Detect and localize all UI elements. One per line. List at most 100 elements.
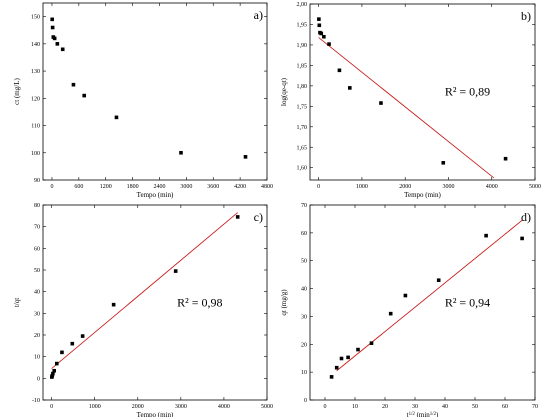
data-point — [436, 278, 441, 283]
x-tick-label: 2000 — [132, 404, 144, 410]
y-tick-label: 60 — [301, 231, 307, 237]
y-tick-label: -10 — [32, 398, 40, 404]
data-point — [403, 293, 408, 298]
y-tick-label: 20 — [34, 333, 40, 339]
data-point — [327, 42, 331, 46]
y-tick-label: 70 — [301, 203, 307, 209]
plot-frame — [42, 204, 268, 401]
x-tick-label: 1000 — [89, 404, 101, 410]
y-tick-label: 1,85 — [297, 63, 308, 69]
y-tick-label: 1,95 — [297, 22, 308, 28]
panel-label: b) — [521, 9, 531, 23]
chart-panel-b: 0 1000 2000 3000 4000 5000 1,60 1,65 1,70 1,75 1,8… — [280, 2, 541, 199]
plot-frame — [309, 3, 536, 181]
x-tick-label: 4000 — [218, 404, 230, 410]
x-tick-label: 30 — [412, 404, 418, 410]
data-point — [348, 86, 352, 90]
y-axis-label: ct (mg/L) — [13, 78, 21, 105]
x-tick-label: 0 — [50, 404, 53, 410]
y-tick-label: 1,75 — [297, 104, 308, 110]
panel-label: a) — [254, 8, 263, 22]
data-point — [52, 368, 56, 373]
x-tick-label: 2400 — [153, 184, 165, 190]
data-point — [235, 215, 240, 219]
y-tick-label: 130 — [31, 69, 40, 75]
r-squared-label: R² = 0,94 — [445, 295, 490, 309]
fit-line — [336, 219, 523, 372]
x-tick-label: 3000 — [442, 184, 454, 190]
y-tick-label: 50 — [301, 259, 307, 265]
x-tick-label: 5000 — [261, 404, 273, 410]
data-point — [388, 311, 393, 316]
plot-frame — [309, 204, 536, 401]
data-point — [317, 17, 321, 21]
chart-panel-c: 0 1000 2000 3000 4000 5000 -10 0 10 20 30 40 50 60 70 8… — [13, 203, 273, 417]
data-point — [173, 269, 178, 273]
data-point — [379, 101, 383, 105]
x-tick-label: 4200 — [234, 184, 246, 190]
chart-panel-d: 0 10 20 30 40 50 60 70 0 10 20 30 40 50 60 70 d) R² = 0,9… — [280, 203, 538, 417]
y-tick-label: 1,70 — [297, 125, 308, 131]
x-tick-label: 70 — [532, 404, 538, 410]
y-tick-label: 1,60 — [297, 166, 308, 172]
x-tick-label: 4000 — [486, 184, 498, 190]
data-point — [50, 373, 55, 378]
y-tick-label: 10 — [301, 370, 307, 376]
data-point — [503, 156, 508, 161]
x-tick-label: 50 — [472, 404, 478, 410]
x-tick-label: 3000 — [175, 404, 187, 410]
data-point — [322, 34, 326, 39]
x-tick-label: 10 — [352, 404, 358, 410]
data-point — [80, 334, 85, 338]
r-squared-label: R² = 0,98 — [177, 295, 222, 309]
y-axis-label: t/qt — [13, 298, 21, 307]
x-axis-label: t1/2 (min1/2) — [407, 411, 439, 417]
y-tick-label: 0 — [304, 398, 307, 404]
x-tick-label: 40 — [442, 404, 448, 410]
y-tick-label: 70 — [34, 225, 40, 231]
y-tick-label: 40 — [301, 287, 307, 293]
data-point — [82, 93, 87, 98]
r-squared-label: R² = 0,89 — [445, 85, 490, 99]
data-point — [369, 341, 374, 345]
x-tick-label: 0 — [324, 404, 327, 410]
x-tick-label: 1800 — [127, 184, 139, 190]
x-tick-label: 3600 — [207, 184, 219, 190]
x-tick-label: 60 — [502, 404, 508, 410]
data-point — [484, 233, 488, 238]
data-point — [317, 23, 322, 28]
panel-label: d) — [521, 210, 531, 224]
y-tick-label: 120 — [31, 96, 40, 102]
y-axis-label: log(qe-qt) — [280, 77, 288, 106]
data-point — [243, 155, 248, 159]
y-tick-label: 30 — [34, 311, 40, 317]
x-tick-label: 600 — [74, 184, 83, 190]
x-tick-label: 1000 — [356, 184, 368, 190]
data-point — [51, 371, 55, 376]
data-point — [329, 375, 334, 379]
y-tick-label: 2,00 — [297, 2, 308, 8]
y-tick-label: 1,65 — [297, 145, 308, 151]
x-tick-label: 0 — [317, 184, 320, 190]
y-tick-label: 1,80 — [297, 84, 308, 90]
data-point — [60, 47, 65, 52]
data-point — [71, 82, 76, 87]
y-tick-label: 90 — [34, 178, 40, 184]
x-tick-label: 3000 — [180, 184, 192, 190]
x-tick-label: 5000 — [529, 184, 541, 190]
x-tick-label: 20 — [382, 404, 388, 410]
data-point — [337, 68, 342, 73]
data-point — [520, 236, 524, 241]
y-tick-label: 110 — [31, 124, 40, 130]
x-tick-label: 4800 — [261, 184, 273, 190]
y-tick-label: 10 — [34, 355, 40, 361]
y-tick-label: 80 — [34, 203, 40, 209]
x-tick-label: 0 — [50, 184, 53, 190]
y-tick-label: 140 — [31, 42, 40, 48]
data-point — [50, 17, 54, 22]
y-tick-label: 50 — [34, 268, 40, 274]
data-point — [319, 31, 324, 36]
data-point — [52, 36, 57, 41]
data-point — [441, 161, 446, 165]
